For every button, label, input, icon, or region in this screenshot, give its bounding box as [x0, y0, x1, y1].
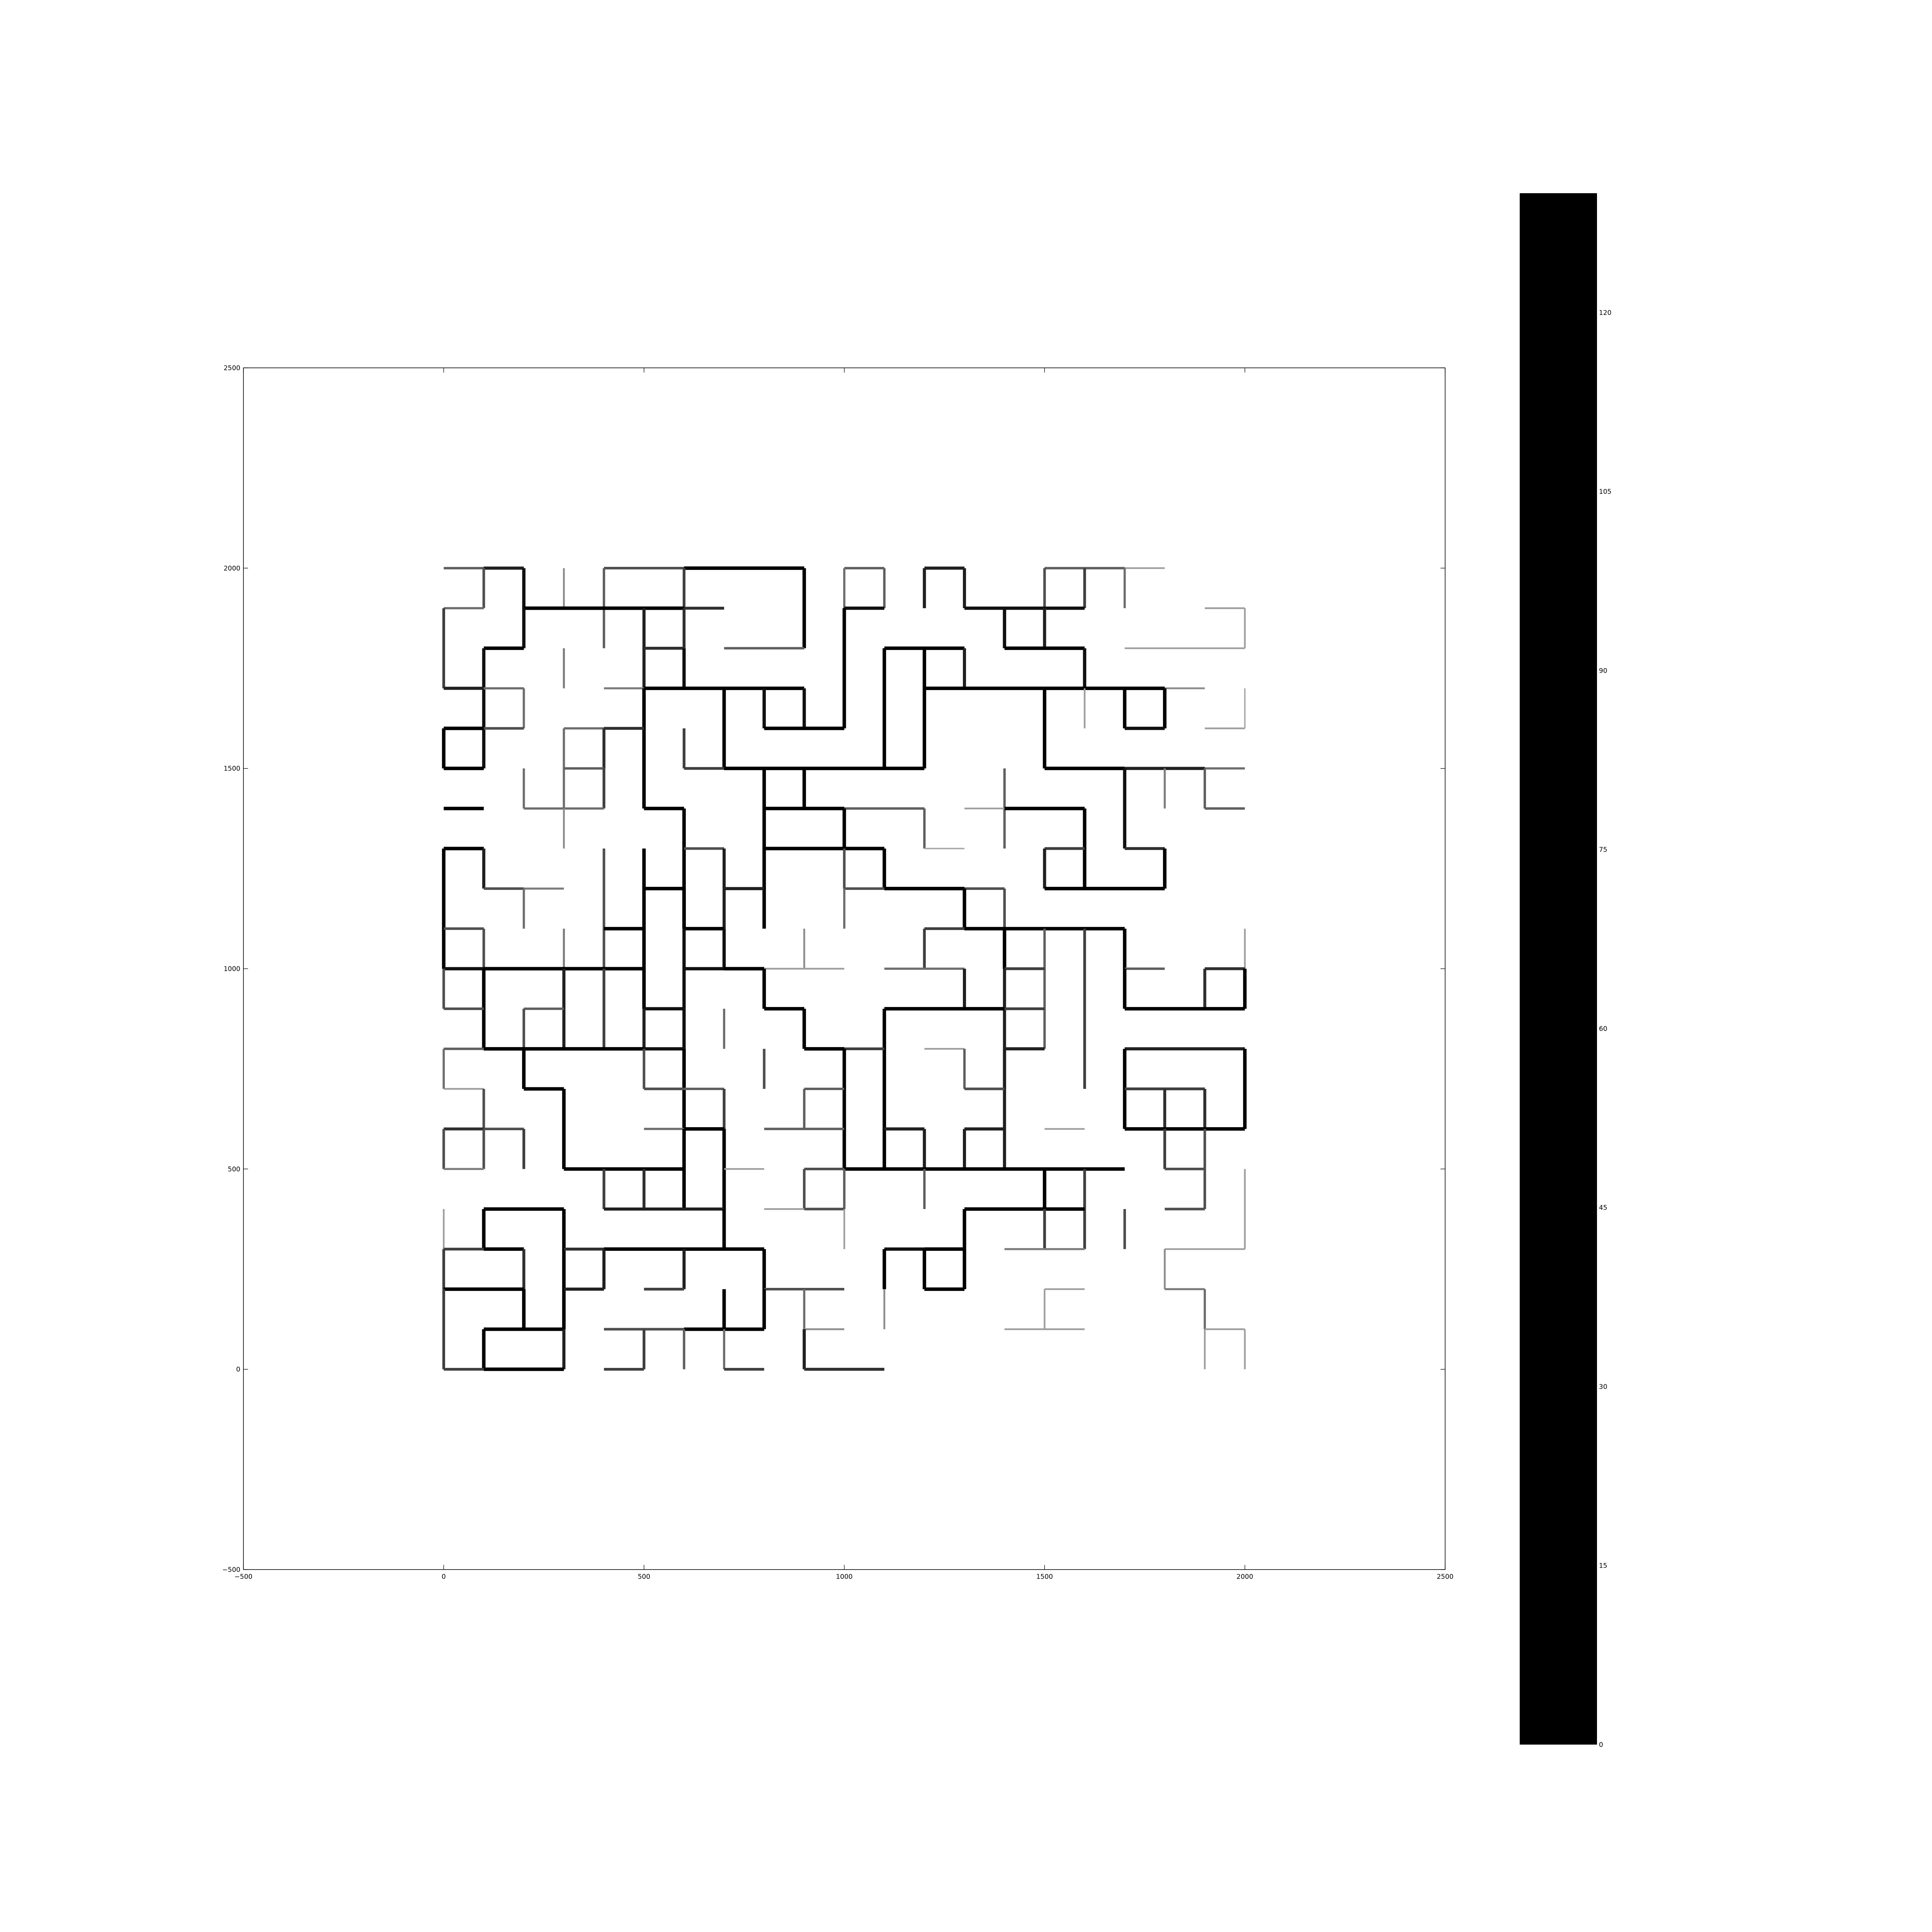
colorbar-tick-label: 45: [1599, 1204, 1607, 1212]
y-tick-label: 1000: [224, 965, 240, 973]
x-tick-label: 1500: [1036, 1573, 1053, 1581]
colorbar-tick-label: 15: [1599, 1562, 1607, 1570]
colorbar-tick-label: 75: [1599, 846, 1607, 854]
colorbar-tick-label: 105: [1599, 488, 1611, 496]
x-tick-label: −500: [235, 1573, 253, 1581]
plot-area: −500 0 500 1000 1500 2000 2500 −500 0 500 1000 150…: [222, 364, 1453, 1581]
y-tick-label: 1500: [224, 765, 240, 773]
y-tick-label: 500: [228, 1165, 240, 1173]
colorbar-tick-label: 120: [1599, 309, 1611, 317]
x-tick-label: 2500: [1437, 1573, 1453, 1581]
y-tick-label: 0: [236, 1366, 240, 1374]
y-axis-ticks: −500 0 500 1000 1500 2000 2500: [222, 364, 1445, 1574]
colorbar-tick-label: 60: [1599, 1025, 1607, 1033]
x-tick-label: 1000: [836, 1573, 852, 1581]
x-axis-ticks: −500 0 500 1000 1500 2000 2500: [235, 368, 1454, 1581]
colorbar-tick-label: 0: [1599, 1741, 1603, 1749]
colorbar: 0 15 30 45 60 75 90 105 120: [1520, 193, 1611, 1749]
network-edges: [442, 566, 1247, 1371]
x-tick-label: 0: [442, 1573, 446, 1581]
x-tick-label: 2000: [1236, 1573, 1253, 1581]
x-tick-label: 500: [638, 1573, 650, 1581]
colorbar-tick-label: 90: [1599, 667, 1607, 675]
colorbar-ticks: 0 15 30 45 60 75 90 105 120: [1599, 309, 1611, 1749]
colorbar-gradient: [1520, 193, 1597, 1745]
y-tick-label: 2500: [224, 364, 240, 372]
y-tick-label: 2000: [224, 565, 240, 572]
colorbar-tick-label: 30: [1599, 1383, 1607, 1391]
y-tick-label: −500: [222, 1566, 240, 1574]
